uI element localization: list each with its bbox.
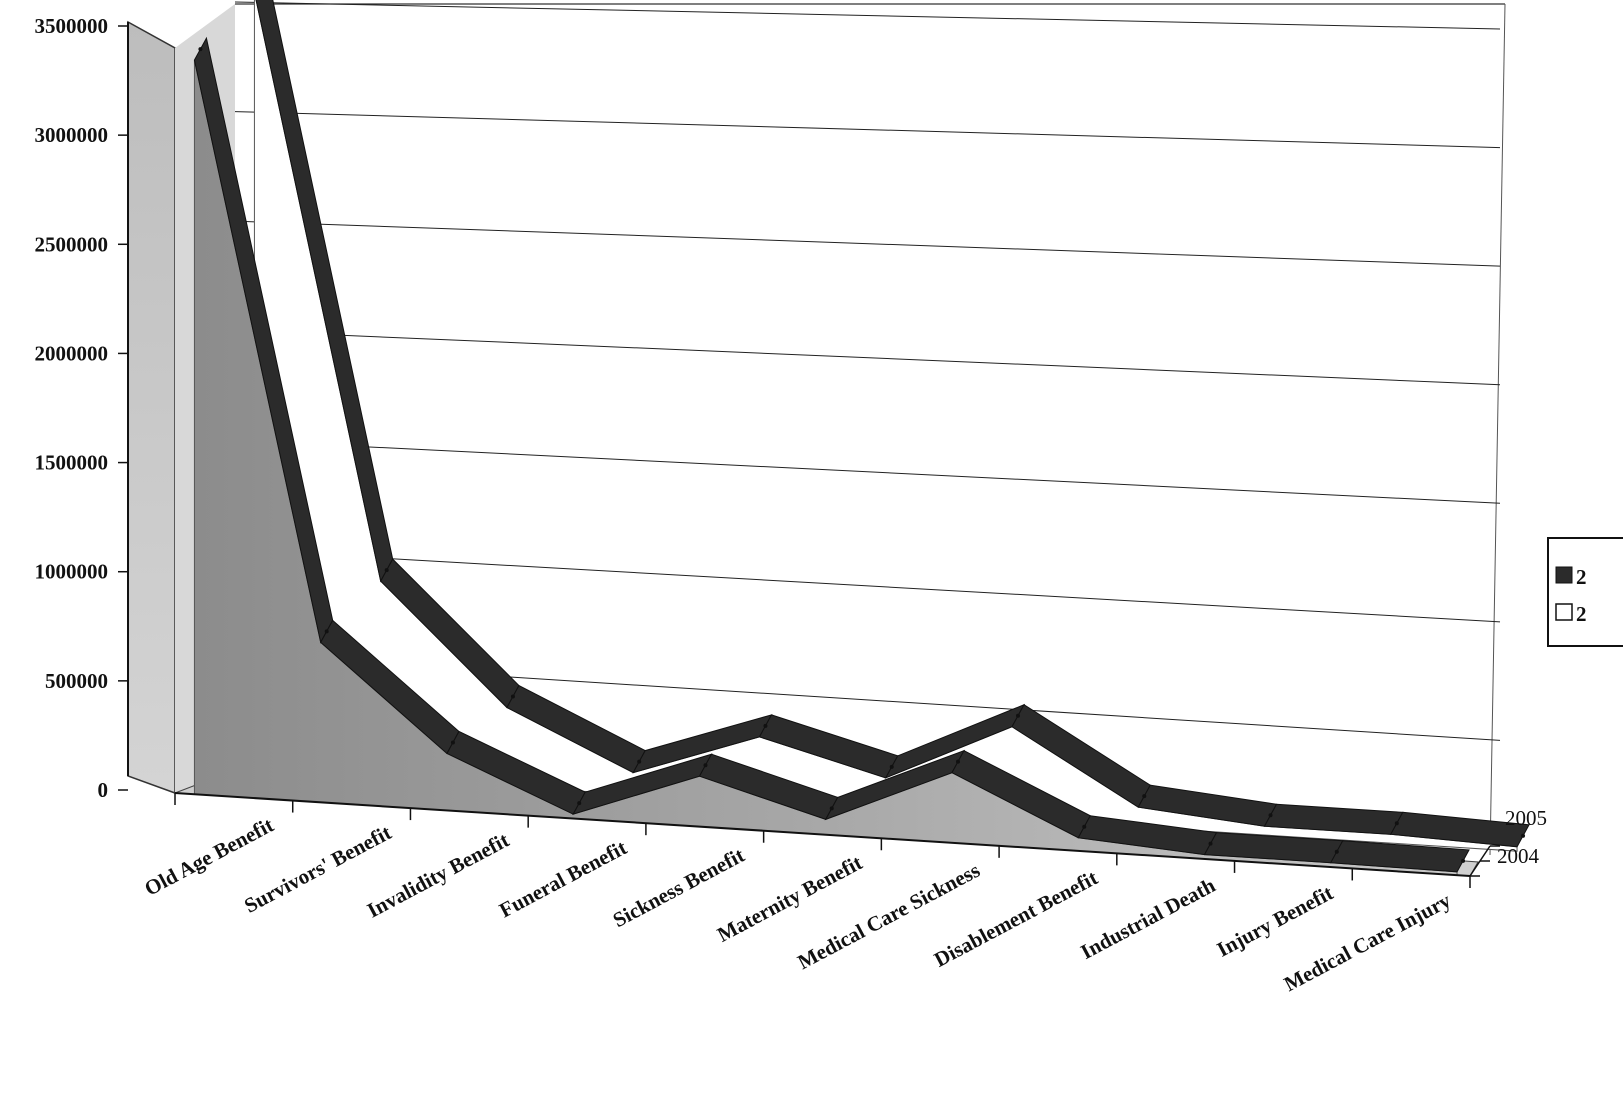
depth-label-2005: 2005 <box>1505 806 1547 830</box>
series-2005-ribbon <box>1389 811 1530 848</box>
series-2004-point-medical-care-sickness <box>956 759 960 764</box>
gridline-1000000 <box>234 549 1501 623</box>
y-axis: 0 500000 1000000 1500000 2000000 2500000 30000… <box>35 14 129 802</box>
series-2005-point-survivors-benefit <box>384 568 389 573</box>
series-2004-point-medical-care-injury <box>1461 858 1466 863</box>
legend-swatch-2004 <box>1555 603 1573 621</box>
y-tick-label: 500000 <box>45 669 108 693</box>
series-2005-point-injury-benefit <box>1394 821 1399 826</box>
series-2004-area <box>193 36 1470 876</box>
series-2004-point-funeral-benefit <box>577 801 582 806</box>
legend-label: 2 <box>1576 565 1587 589</box>
series-2004-point-invalidity-benefit <box>450 740 455 745</box>
series-2004-point-sickness-benefit <box>703 763 708 768</box>
y-tick-label: 2000000 <box>35 341 109 365</box>
legend-swatch-2005 <box>1555 566 1573 584</box>
series-2004-point-survivors-benefit <box>324 629 329 634</box>
y-tick-label: 0 <box>98 778 109 802</box>
x-tick-label-injury-benefit: Injury Benefit <box>1213 881 1337 962</box>
depth-axis: 2005 2004 <box>1469 806 1547 877</box>
series-2005-point-funeral-benefit <box>637 759 642 764</box>
side-wall <box>127 20 176 795</box>
series-2005-point-invalidity-benefit <box>510 694 515 699</box>
y-tick-label: 1500000 <box>35 451 109 475</box>
series-2004-point-industrial-death <box>1208 841 1213 846</box>
legend: 22 <box>1547 537 1623 647</box>
series-2004-ribbon <box>1329 840 1470 873</box>
series-2004-point-old-age-benefit <box>198 47 203 52</box>
series-2005-point-medical-care-sickness <box>1016 713 1020 718</box>
gridline-3500000 <box>234 1 1501 30</box>
series-2004-point-injury-benefit <box>1334 849 1339 854</box>
series-2005-point-disablement-benefit <box>1142 794 1147 799</box>
back-wall-right <box>1489 3 1506 856</box>
y-tick-label: 1000000 <box>35 560 109 584</box>
y-tick-label: 2500000 <box>35 232 109 256</box>
series-2005-point-industrial-death <box>1268 813 1273 818</box>
series-2004-point-maternity-benefit <box>829 806 834 811</box>
gridline-2000000 <box>234 330 1501 386</box>
y-tick-label: 3000000 <box>35 123 109 147</box>
depth-label-2004: 2004 <box>1497 844 1540 868</box>
legend-label: 2 <box>1576 602 1587 626</box>
legend-box <box>1547 537 1623 647</box>
gridline-2500000 <box>234 220 1501 267</box>
x-axis-line <box>174 792 1471 877</box>
series-2005-point-medical-care-injury <box>1521 833 1526 838</box>
gridline-3000000 <box>234 111 1501 149</box>
series-2004-point-disablement-benefit <box>1082 824 1087 829</box>
series-2005-point-sickness-benefit <box>763 723 768 728</box>
y-tick-label: 3500000 <box>35 14 109 38</box>
gridline-1500000 <box>234 439 1501 504</box>
series-2005-point-maternity-benefit <box>889 764 894 769</box>
